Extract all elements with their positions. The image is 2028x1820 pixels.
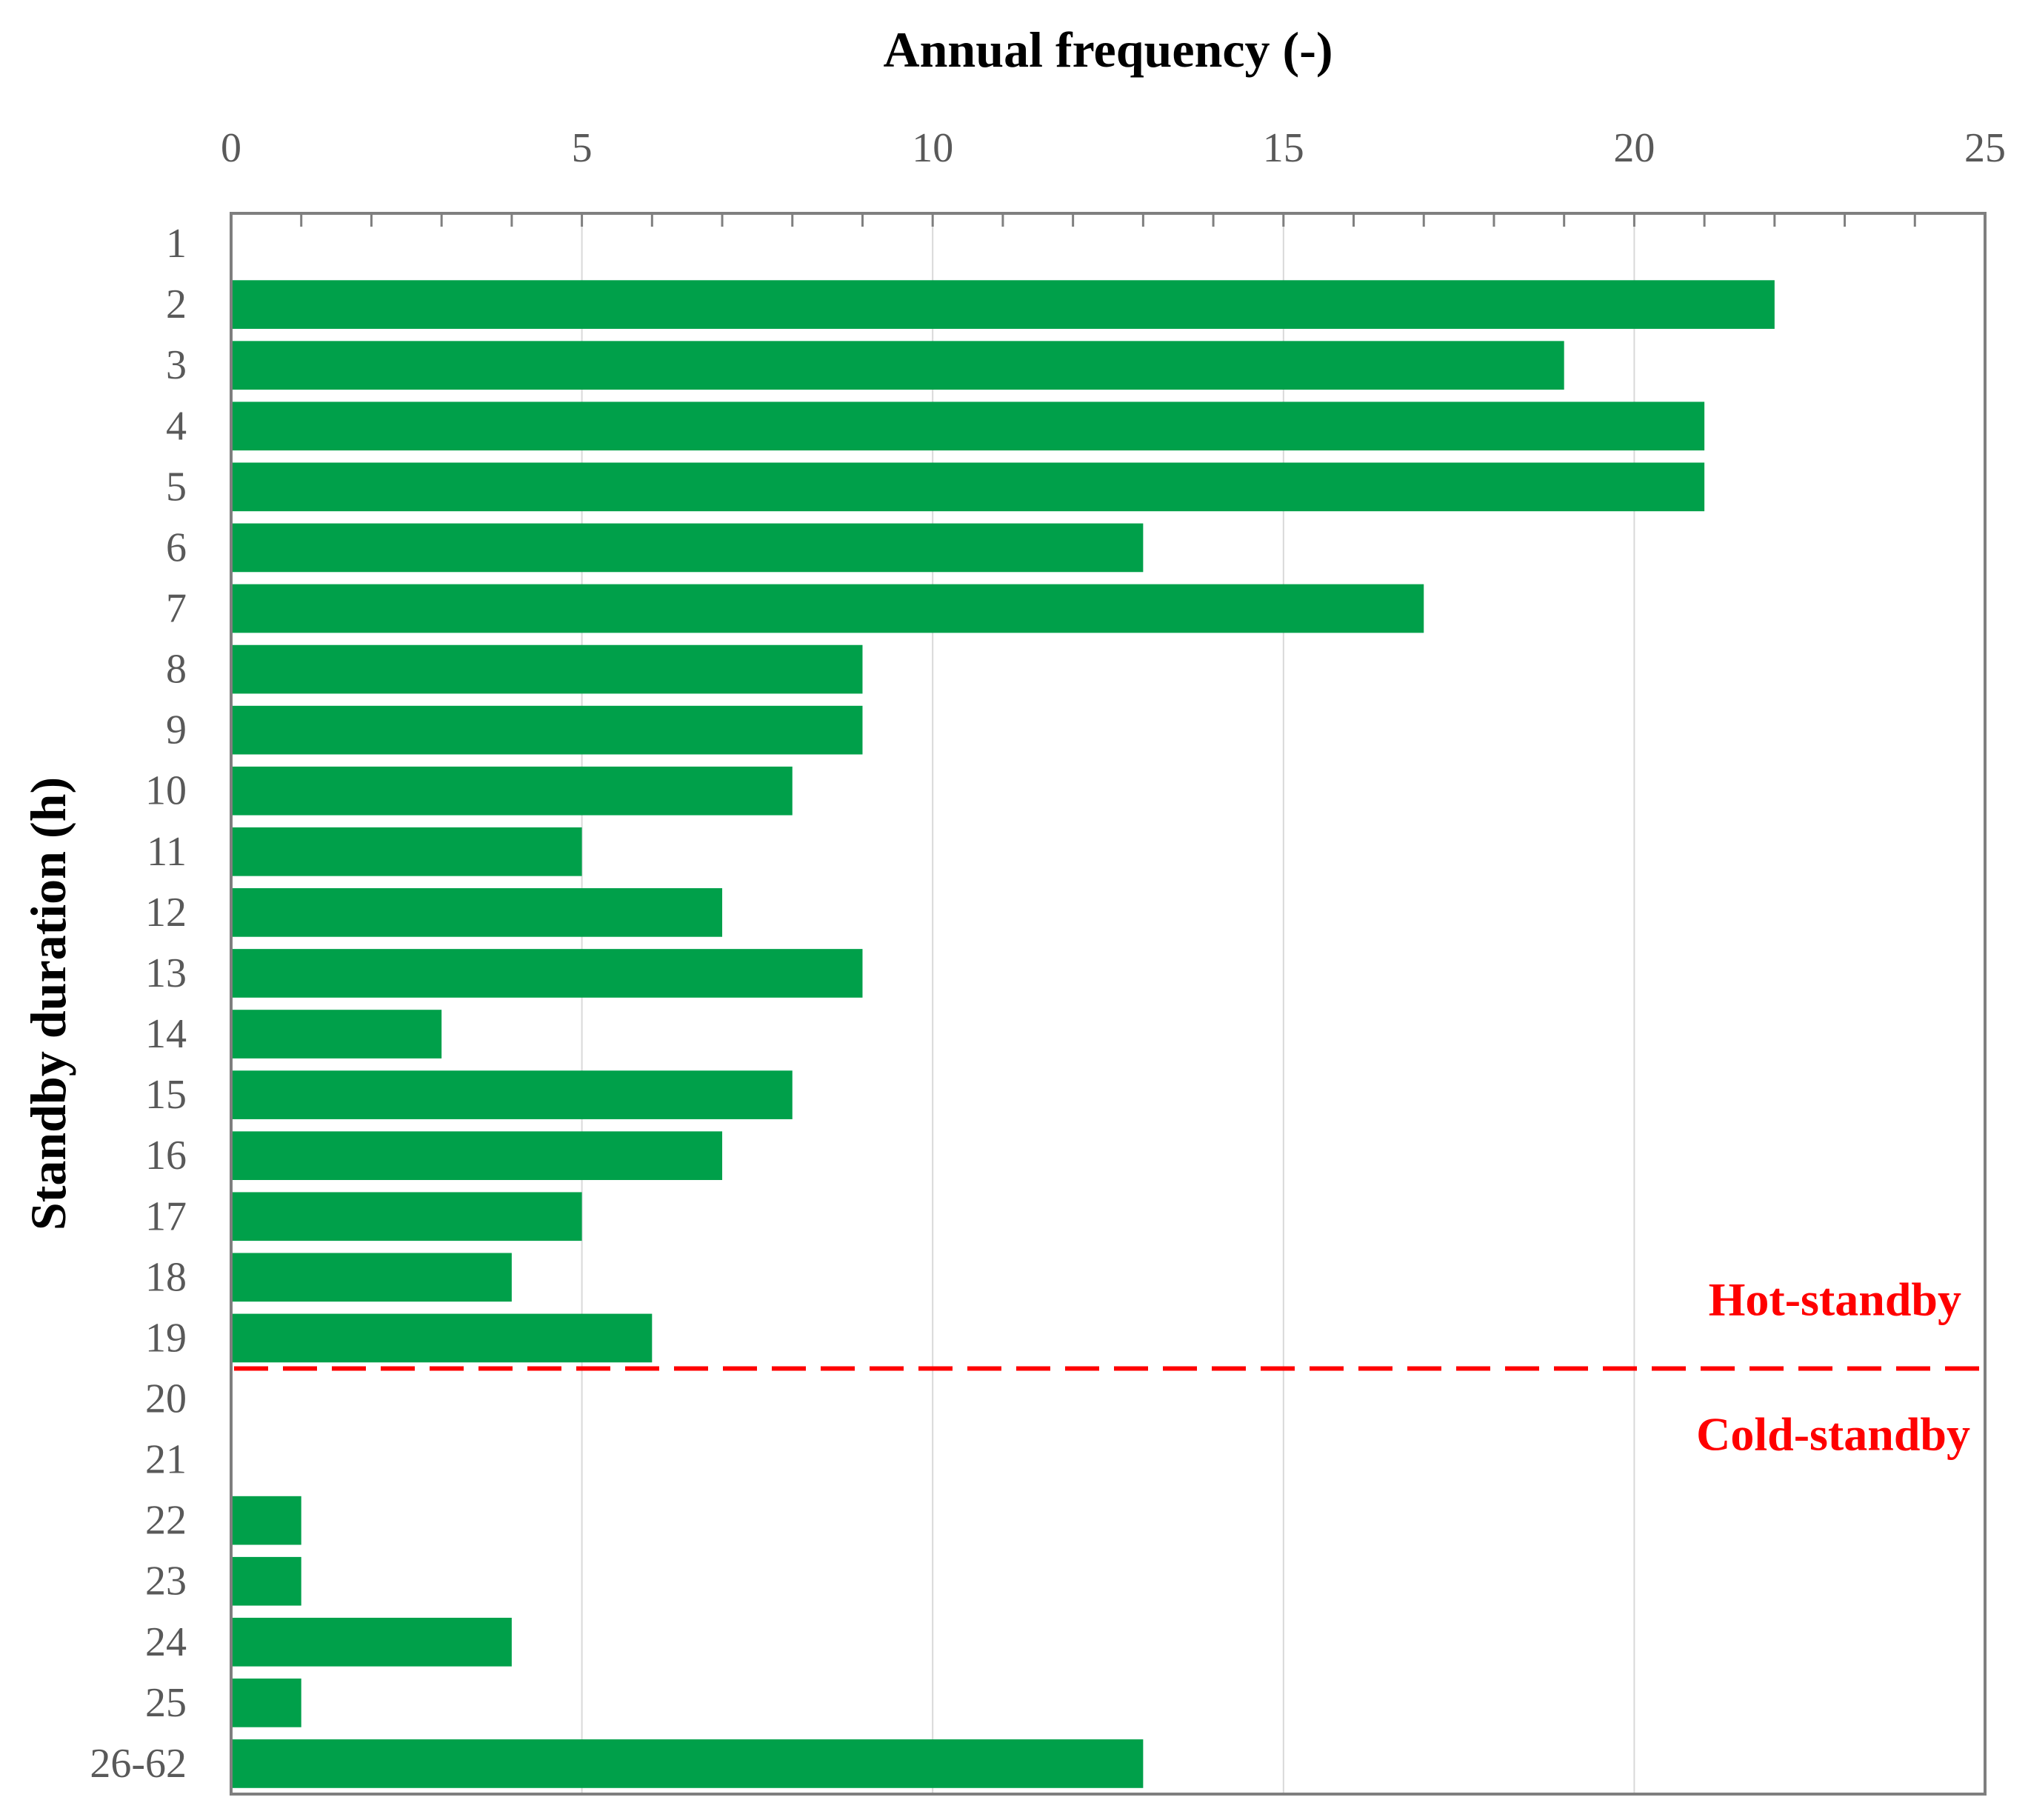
bar-7: [231, 584, 1424, 633]
y-tick-label: 23: [145, 1559, 187, 1604]
y-tick-label: 7: [166, 586, 187, 632]
y-tick-label: 9: [166, 707, 187, 753]
y-tick-label: 22: [145, 1498, 187, 1544]
bar-25: [231, 1679, 301, 1727]
x-tick-label: 5: [572, 125, 593, 171]
y-tick-label: 10: [145, 768, 187, 814]
y-tick-label: 16: [145, 1133, 187, 1179]
bar-14: [231, 1010, 442, 1059]
bars: [231, 280, 1775, 1788]
bar-11: [231, 827, 582, 876]
y-tick-label: 17: [145, 1193, 187, 1239]
x-tick-label: 25: [1964, 125, 2006, 171]
y-tick-label: 21: [145, 1437, 187, 1483]
y-tick-labels: 1234567891011121314151617181920212223242…: [90, 221, 187, 1787]
y-tick-label: 13: [145, 950, 187, 996]
bar-4: [231, 401, 1705, 451]
y-tick-label: 20: [145, 1376, 187, 1422]
bar-10: [231, 766, 793, 816]
hot-standby-label: Hot-standby: [1709, 1273, 1961, 1325]
y-tick-label: 18: [145, 1254, 187, 1300]
bar-12: [231, 888, 723, 937]
bar-17: [231, 1192, 582, 1241]
y-tick-label: 6: [166, 524, 187, 570]
x-tick-label: 15: [1263, 125, 1304, 171]
bar-24: [231, 1617, 512, 1667]
y-tick-label: 25: [145, 1680, 187, 1726]
y-tick-label: 5: [166, 464, 187, 510]
x-tick-label: 10: [912, 125, 953, 171]
minor-ticks: [300, 213, 1916, 227]
bar-2: [231, 280, 1775, 329]
y-tick-label: 2: [166, 281, 187, 327]
x-axis-title: Annual frequency (-): [884, 21, 1333, 78]
bar-8: [231, 644, 863, 694]
y-tick-label: 24: [145, 1619, 187, 1665]
bar-23: [231, 1556, 301, 1606]
y-tick-label: 15: [145, 1072, 187, 1118]
x-tick-label: 20: [1613, 125, 1655, 171]
y-tick-label: 1: [166, 221, 187, 267]
bar-19: [231, 1313, 653, 1363]
bar-16: [231, 1131, 723, 1181]
x-tick-labels: 0 5 10 15 20 25: [221, 125, 2006, 171]
bar-22: [231, 1496, 301, 1545]
y-tick-label: 11: [147, 829, 187, 875]
plot-frame: [230, 212, 1987, 1796]
bar-15: [231, 1070, 793, 1119]
bar-18: [231, 1253, 512, 1302]
y-tick-label: 3: [166, 342, 187, 388]
y-axis-title: Standby duration (h): [20, 777, 76, 1230]
cold-standby-label: Cold-standby: [1696, 1407, 1970, 1460]
bar-26-62: [231, 1739, 1144, 1788]
bar-3: [231, 341, 1564, 390]
y-tick-label: 19: [145, 1315, 187, 1361]
bar-6: [231, 523, 1144, 573]
y-tick-label: 14: [145, 1011, 187, 1057]
y-tick-label: 8: [166, 647, 187, 693]
y-tick-label: 12: [145, 890, 187, 936]
bar-13: [231, 949, 863, 998]
bar-9: [231, 705, 863, 755]
y-tick-label: 4: [166, 403, 187, 449]
x-tick-label: 0: [221, 125, 241, 171]
y-tick-label: 26-62: [90, 1741, 187, 1787]
bar-5: [231, 462, 1705, 512]
